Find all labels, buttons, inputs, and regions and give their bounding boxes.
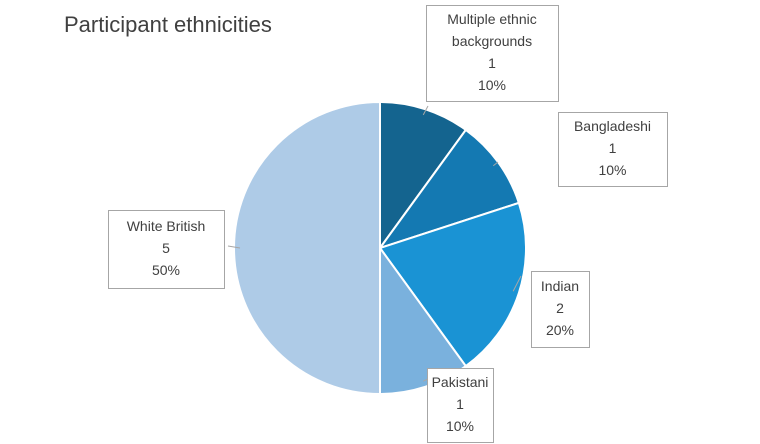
leader-line	[492, 161, 499, 167]
label-value: 1	[456, 396, 464, 412]
label-percent: 20%	[546, 322, 574, 338]
label-percent: 50%	[152, 262, 180, 278]
pie-slice-white-british	[233, 100, 381, 396]
label-category: White British	[127, 218, 206, 234]
label-percent: 10%	[446, 418, 474, 434]
pie-slice-pakistani	[379, 244, 468, 396]
pie-slices	[233, 100, 527, 396]
data-label-multiple-ethnic-backgrounds: Multiple ethnic backgrounds 1 10%	[422, 5, 559, 116]
label-value: 1	[488, 55, 496, 71]
label-category: Pakistani	[432, 374, 489, 390]
data-label-pakistani: Pakistani 1 10%	[423, 368, 494, 443]
label-box	[426, 5, 559, 102]
pie-slice-indian	[378, 201, 527, 368]
label-box	[108, 210, 225, 289]
label-percent: 10%	[598, 162, 626, 178]
data-labels: Multiple ethnicbackgrounds110%Bangladesh…	[108, 5, 668, 443]
leader-line	[227, 245, 241, 249]
leader-line	[422, 105, 429, 116]
label-value: 2	[556, 300, 564, 316]
pie-slice-multiple-ethnic-backgrounds	[379, 100, 468, 252]
label-percent: 10%	[478, 77, 506, 93]
data-label-indian: Indian 2 20%	[512, 271, 590, 348]
chart-title: Participant ethnicities	[64, 12, 272, 37]
label-box	[531, 271, 590, 348]
data-label-bangladeshi: Bangladeshi 1 10%	[492, 112, 668, 187]
label-box	[427, 368, 494, 443]
label-category: Indian	[541, 278, 579, 294]
label-box	[558, 112, 668, 187]
label-category: Multiple ethnic	[447, 11, 537, 27]
label-category: Bangladeshi	[574, 118, 651, 134]
label-category: backgrounds	[452, 33, 532, 49]
label-value: 1	[609, 140, 617, 156]
label-value: 5	[162, 240, 170, 256]
leader-line	[512, 275, 522, 292]
data-label-white-british: White British 5 50%	[108, 210, 241, 289]
